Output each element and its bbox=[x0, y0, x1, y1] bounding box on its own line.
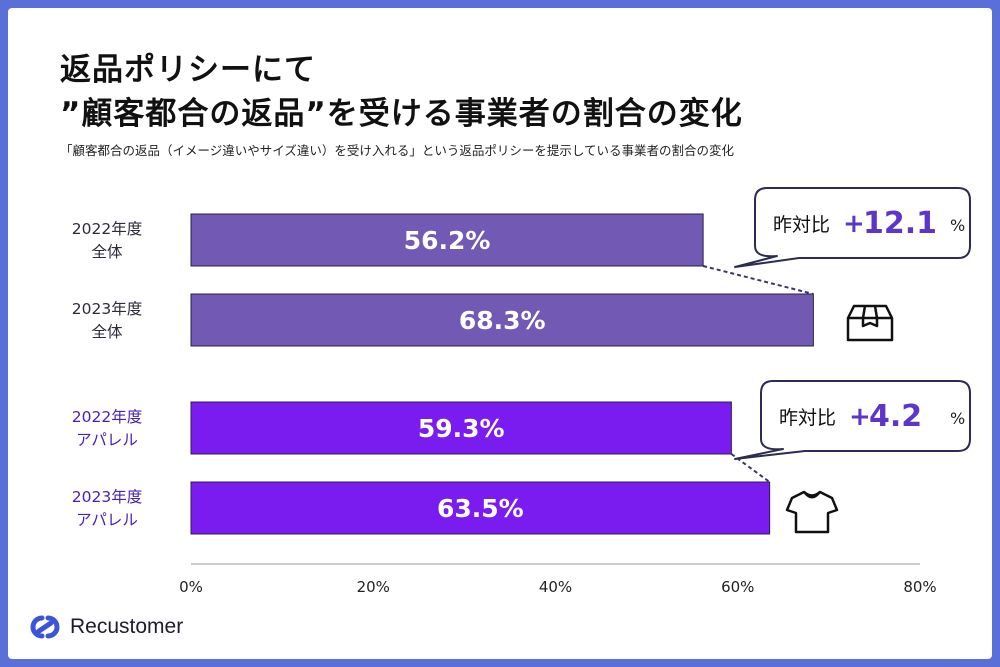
x-tick-label: 40% bbox=[539, 578, 572, 596]
bar-category-label: アパレル bbox=[76, 511, 138, 529]
callout-number: 4.2 bbox=[869, 399, 922, 434]
callout-unit: % bbox=[950, 409, 965, 428]
callout-number: 12.1 bbox=[863, 206, 937, 241]
bar-value-label: 59.3% bbox=[418, 414, 505, 443]
tshirt-icon bbox=[785, 490, 839, 534]
box-icon bbox=[846, 304, 894, 342]
bar-value-label: 63.5% bbox=[437, 494, 524, 523]
brand-name: Recustomer bbox=[70, 615, 184, 638]
callout-prefix: 昨対比 bbox=[779, 407, 836, 429]
x-tick-label: 0% bbox=[179, 578, 203, 596]
bar bbox=[190, 213, 704, 267]
x-tick-label: 20% bbox=[357, 578, 390, 596]
callout-unit: % bbox=[950, 216, 965, 235]
callout-sign: + bbox=[849, 402, 871, 432]
change-connector-line bbox=[702, 265, 814, 295]
bar-value-label: 56.2% bbox=[404, 226, 491, 255]
x-tick-label: 60% bbox=[721, 578, 754, 596]
bar-category-label: 2022年度 bbox=[72, 220, 142, 238]
callout-sign: + bbox=[843, 209, 865, 239]
callout-bubble bbox=[734, 380, 971, 460]
title-line-1: 返品ポリシーにて bbox=[60, 52, 316, 88]
bar-category-label: 全体 bbox=[91, 243, 123, 261]
infographic-card: 返品ポリシーにて ”顧客都合の返品”を受ける事業者の割合の変化 「顧客都合の返品… bbox=[8, 8, 992, 659]
bar-value-label: 68.3% bbox=[459, 306, 546, 335]
bar bbox=[190, 481, 771, 535]
bar-category-label: 2023年度 bbox=[72, 300, 142, 318]
title-line-2: ”顧客都合の返品”を受ける事業者の割合の変化 bbox=[60, 96, 743, 132]
page-subtitle: 「顧客都合の返品（イメージ違いやサイズ違い）を受け入れる」という返品ポリシーを提… bbox=[60, 143, 735, 158]
page-title: 返品ポリシーにて ”顧客都合の返品”を受ける事業者の割合の変化 bbox=[60, 48, 743, 136]
brand-logo-icon bbox=[30, 615, 60, 639]
callout-bubble bbox=[734, 187, 971, 268]
bar-category-label: 全体 bbox=[91, 323, 123, 341]
bar bbox=[190, 401, 732, 455]
bar-category-label: 2022年度 bbox=[72, 408, 142, 426]
bar bbox=[190, 293, 814, 347]
callout-prefix: 昨対比 bbox=[773, 214, 830, 236]
brand-logo: Recustomer bbox=[28, 614, 183, 640]
bar-category-label: アパレル bbox=[76, 431, 138, 449]
bar-category-label: 2023年度 bbox=[72, 488, 142, 506]
x-tick-label: 80% bbox=[903, 578, 936, 596]
